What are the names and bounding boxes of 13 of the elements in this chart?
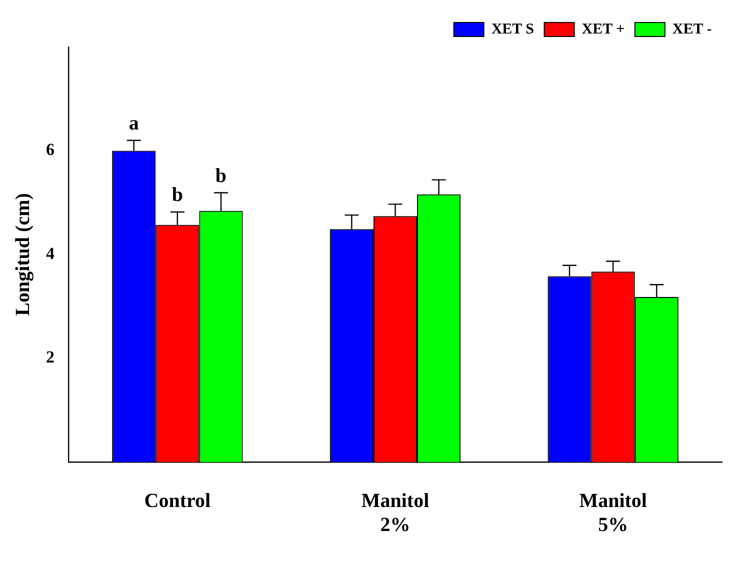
annotation: b [215, 164, 227, 187]
x-tick-label: Manitol 2% [361, 490, 430, 536]
y-axis-title: Longitud (cm) [12, 193, 34, 316]
legend-label: XET + [582, 21, 625, 38]
y-tick-label: 6 [46, 140, 54, 160]
legend-label: XET S [491, 21, 534, 38]
legend-label: XET - [672, 21, 712, 38]
annotation: a [128, 112, 139, 135]
x-tick-label: Manitol 5% [579, 490, 648, 536]
annotation: b [172, 184, 183, 206]
y-tick-label: 2 [46, 348, 54, 367]
y-tick-label: 4 [46, 244, 55, 263]
x-tick-label: Control [144, 490, 212, 512]
